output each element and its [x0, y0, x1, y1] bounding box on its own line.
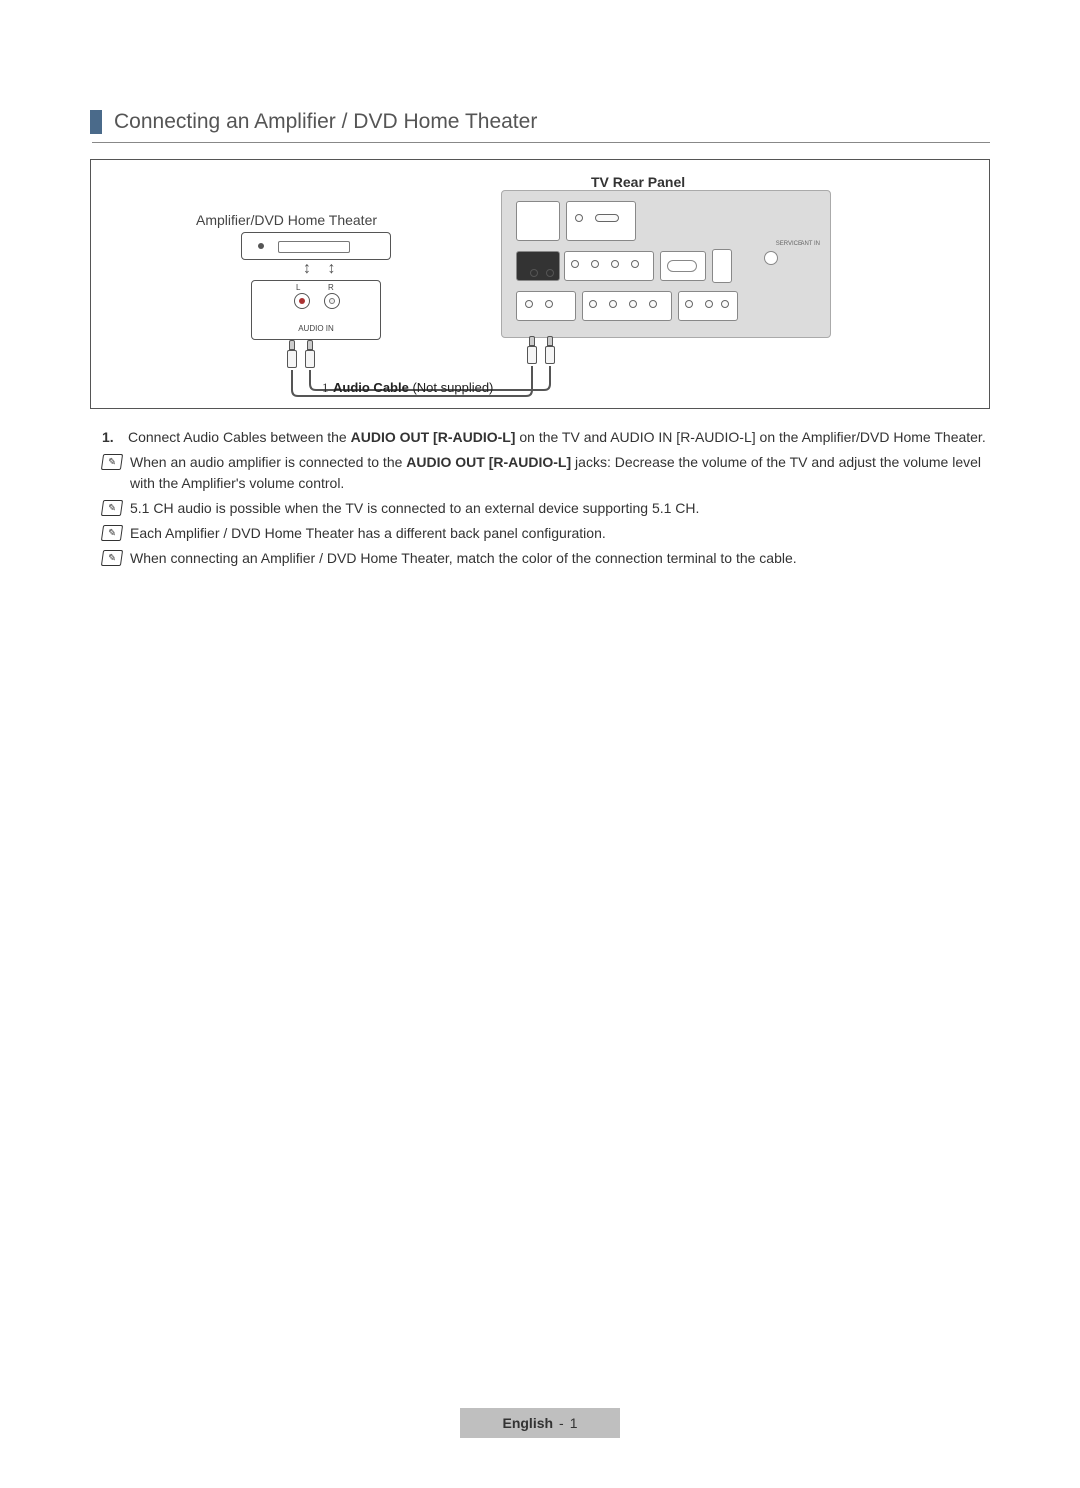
- amplifier-unit: [241, 232, 391, 260]
- footer-page-number: 1: [570, 1415, 578, 1431]
- connection-diagram: Amplifier/DVD Home Theater ↕ ↕ L R AUDIO…: [90, 159, 990, 409]
- title-rule: [92, 142, 990, 143]
- note-4: ✎ When connecting an Amplifier / DVD Hom…: [102, 548, 990, 569]
- arrows-icon: ↕ ↕: [303, 260, 341, 278]
- cable-label: Audio Cable (Not supplied): [333, 380, 493, 395]
- note-icon: ✎: [101, 525, 123, 541]
- footer-lang: English: [502, 1415, 553, 1431]
- audio-out-r-jack: [546, 269, 554, 277]
- note-2: ✎ 5.1 CH audio is possible when the TV i…: [102, 498, 990, 519]
- cable-plug-icon: [527, 336, 537, 366]
- channel-l-label: L: [296, 283, 300, 292]
- title-marker: [90, 110, 102, 134]
- note-3: ✎ Each Amplifier / DVD Home Theater has …: [102, 523, 990, 544]
- tv-rear-panel-label: TV Rear Panel: [591, 174, 685, 190]
- page-footer: English - 1: [460, 1408, 620, 1438]
- cable-number: 1: [322, 380, 329, 396]
- cable-plug-icon: [287, 340, 297, 370]
- footer-sep: -: [559, 1415, 564, 1431]
- page-title: Connecting an Amplifier / DVD Home Theat…: [114, 110, 537, 134]
- note-icon: ✎: [101, 454, 123, 470]
- section-header: Connecting an Amplifier / DVD Home Theat…: [90, 110, 990, 134]
- cable-plug-icon: [545, 336, 555, 366]
- step-1: 1. Connect Audio Cables between the AUDI…: [102, 427, 990, 448]
- note-1: ✎ When an audio amplifier is connected t…: [102, 452, 990, 494]
- amplifier-label: Amplifier/DVD Home Theater: [196, 212, 377, 228]
- audio-in-label: AUDIO IN: [252, 324, 380, 333]
- audio-in-r-jack: [324, 293, 340, 309]
- instructions-block: 1. Connect Audio Cables between the AUDI…: [90, 427, 990, 569]
- amplifier-rear-panel: L R AUDIO IN: [251, 280, 381, 340]
- channel-r-label: R: [328, 283, 334, 292]
- note-icon: ✎: [101, 500, 123, 516]
- cable-plug-icon: [305, 340, 315, 370]
- audio-out-l-jack: [530, 269, 538, 277]
- tv-rear-panel: AUDIO OUT: [501, 190, 831, 338]
- audio-out-block: AUDIO OUT: [516, 251, 560, 281]
- step-number: 1.: [102, 427, 120, 448]
- audio-in-l-jack: [294, 293, 310, 309]
- note-icon: ✎: [101, 550, 123, 566]
